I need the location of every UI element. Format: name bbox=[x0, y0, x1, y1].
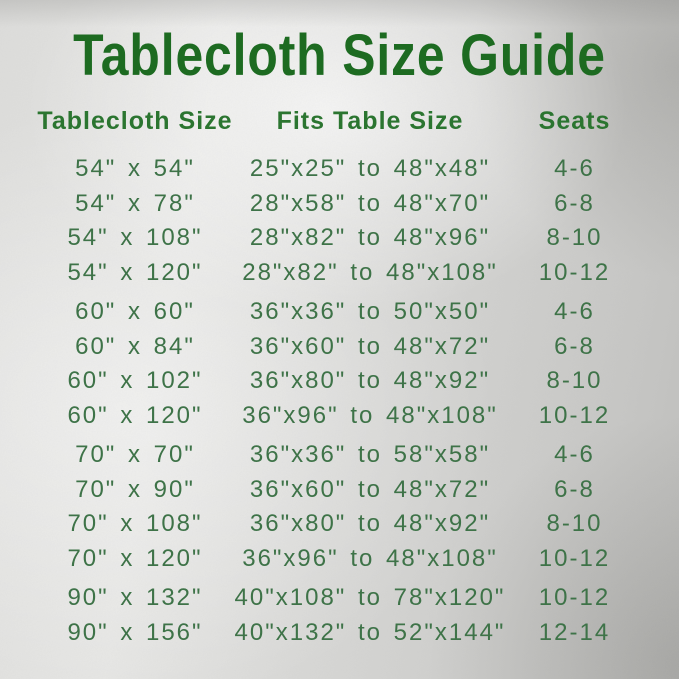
size-table-body: 54" x 54" 25"x25" to 48"x48" 4-6 54" x 7… bbox=[0, 152, 679, 650]
page-title: Tablecloth Size Guide bbox=[73, 23, 606, 88]
fits-table-size-cell: 28"x82" to 48"x108" bbox=[242, 259, 498, 287]
tablecloth-size-cell: 90" x 132" bbox=[67, 583, 203, 611]
fits-table-size-cell: 36"x80" to 48"x92" bbox=[249, 367, 491, 395]
seats-cell: 8-10 bbox=[546, 224, 603, 252]
seats-cell: 4-6 bbox=[554, 441, 595, 469]
table-row: 70" x 120" 36"x96" to 48"x108" 10-12 bbox=[0, 542, 679, 577]
fits-table-size-cell: 36"x60" to 48"x72" bbox=[249, 475, 491, 503]
tablecloth-size-cell: 70" x 90" bbox=[75, 475, 195, 503]
table-row: 70" x 70" 36"x36" to 58"x58" 4-6 bbox=[0, 438, 679, 473]
seats-cell: 6-8 bbox=[554, 475, 595, 503]
tablecloth-size-cell: 90" x 156" bbox=[67, 618, 203, 646]
seats-cell: 10-12 bbox=[538, 583, 611, 611]
fits-table-size-cell: 40"x108" to 78"x120" bbox=[234, 583, 506, 611]
tablecloth-size-cell: 60" x 60" bbox=[75, 298, 195, 326]
seats-cell: 10-12 bbox=[538, 259, 611, 287]
column-header-tablecloth-size: Tablecloth Size bbox=[37, 106, 233, 135]
fits-table-size-cell: 36"x36" to 50"x50" bbox=[249, 298, 491, 326]
tablecloth-size-cell: 54" x 78" bbox=[75, 189, 195, 217]
table-row: 90" x 156" 40"x132" to 52"x144" 12-14 bbox=[0, 615, 679, 650]
fits-table-size-cell: 40"x132" to 52"x144" bbox=[234, 618, 506, 646]
fits-table-size-cell: 36"x60" to 48"x72" bbox=[249, 332, 491, 360]
table-row: 54" x 54" 25"x25" to 48"x48" 4-6 bbox=[0, 152, 679, 187]
seats-cell: 10-12 bbox=[538, 544, 611, 572]
seats-cell: 6-8 bbox=[554, 189, 595, 217]
table-header-row: Tablecloth Size Fits Table Size Seats bbox=[0, 104, 679, 138]
seats-cell: 8-10 bbox=[546, 367, 603, 395]
fits-table-size-cell: 28"x82" to 48"x96" bbox=[249, 224, 491, 252]
table-row: 60" x 60" 36"x36" to 50"x50" 4-6 bbox=[0, 295, 679, 330]
seats-cell: 12-14 bbox=[538, 618, 611, 646]
tablecloth-size-cell: 70" x 70" bbox=[75, 441, 195, 469]
table-row: 60" x 84" 36"x60" to 48"x72" 6-8 bbox=[0, 329, 679, 364]
tablecloth-size-cell: 54" x 108" bbox=[67, 224, 203, 252]
table-row: 90" x 132" 40"x108" to 78"x120" 10-12 bbox=[0, 581, 679, 616]
seats-cell: 4-6 bbox=[554, 155, 595, 183]
fits-table-size-cell: 36"x96" to 48"x108" bbox=[242, 401, 498, 429]
fits-table-size-cell: 36"x96" to 48"x108" bbox=[242, 544, 498, 572]
tablecloth-size-cell: 70" x 120" bbox=[67, 544, 203, 572]
tablecloth-size-cell: 60" x 84" bbox=[75, 332, 195, 360]
fits-table-size-cell: 28"x58" to 48"x70" bbox=[249, 189, 491, 217]
tablecloth-size-cell: 60" x 120" bbox=[67, 401, 203, 429]
table-row: 70" x 90" 36"x60" to 48"x72" 6-8 bbox=[0, 472, 679, 507]
fits-table-size-cell: 36"x36" to 58"x58" bbox=[249, 441, 491, 469]
table-row: 60" x 102" 36"x80" to 48"x92" 8-10 bbox=[0, 364, 679, 399]
seats-cell: 4-6 bbox=[554, 298, 595, 326]
tablecloth-size-cell: 54" x 54" bbox=[75, 155, 195, 183]
tablecloth-size-cell: 70" x 108" bbox=[67, 510, 203, 538]
tablecloth-size-cell: 54" x 120" bbox=[67, 259, 203, 287]
table-row: 60" x 120" 36"x96" to 48"x108" 10-12 bbox=[0, 399, 679, 434]
fits-table-size-cell: 25"x25" to 48"x48" bbox=[249, 155, 491, 183]
column-header-fits-table-size: Fits Table Size bbox=[276, 106, 464, 135]
table-row: 70" x 108" 36"x80" to 48"x92" 8-10 bbox=[0, 507, 679, 542]
seats-cell: 8-10 bbox=[546, 510, 603, 538]
fits-table-size-cell: 36"x80" to 48"x92" bbox=[249, 510, 491, 538]
table-row: 54" x 78" 28"x58" to 48"x70" 6-8 bbox=[0, 187, 679, 222]
table-row: 54" x 120" 28"x82" to 48"x108" 10-12 bbox=[0, 256, 679, 291]
seats-cell: 6-8 bbox=[554, 332, 595, 360]
table-row: 54" x 108" 28"x82" to 48"x96" 8-10 bbox=[0, 221, 679, 256]
column-header-seats: Seats bbox=[538, 106, 611, 135]
content-area: Tablecloth Size Guide Tablecloth Size Fi… bbox=[0, 23, 679, 650]
seats-cell: 10-12 bbox=[538, 401, 611, 429]
tablecloth-size-cell: 60" x 102" bbox=[67, 367, 203, 395]
